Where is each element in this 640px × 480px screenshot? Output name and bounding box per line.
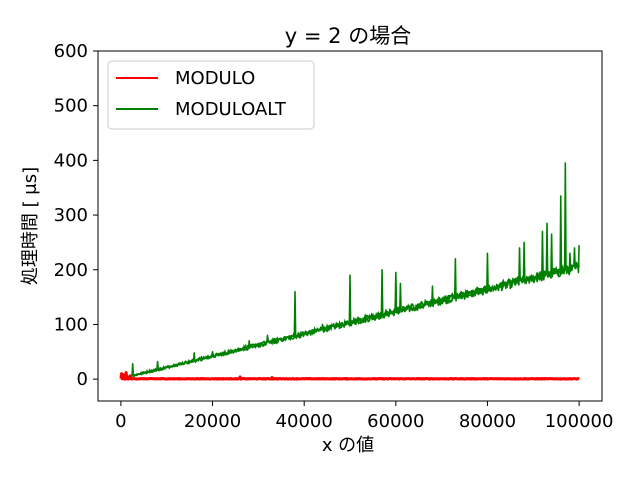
legend: MODULO MODULOALT — [107, 60, 315, 130]
y-tick-label: 600 — [54, 41, 88, 62]
y-tick-label: 0 — [77, 369, 88, 390]
series-band-moduloalt — [120, 260, 580, 380]
legend-label-moduloalt: MODULOALT — [175, 99, 287, 120]
x-axis-label: x の値 — [322, 435, 374, 456]
series-layer — [119, 162, 580, 381]
x-tick-label: 80000 — [459, 411, 516, 432]
legend-label-modulo: MODULO — [175, 68, 255, 89]
plot-area — [97, 50, 603, 402]
legend-box — [107, 60, 315, 130]
series-line-modulo — [119, 371, 580, 381]
y-tick-label: 300 — [54, 205, 88, 226]
y-tick-label: 500 — [54, 96, 88, 117]
chart-title: y = 2 の場合 — [285, 24, 411, 48]
y-tick-label: 400 — [54, 150, 88, 171]
y-axis-label: 処理時間 [ μs] — [20, 167, 41, 285]
x-tick-label: 60000 — [367, 411, 424, 432]
plot-frame — [97, 50, 603, 402]
x-axis: 0 20000 40000 60000 80000 100000 — [115, 401, 613, 432]
y-axis: 0 100 200 300 400 500 600 — [54, 41, 98, 390]
y-tick-label: 100 — [54, 314, 88, 335]
x-tick-label: 100000 — [545, 411, 614, 432]
x-tick-label: 0 — [115, 411, 126, 432]
x-tick-label: 40000 — [276, 411, 333, 432]
y-tick-label: 200 — [54, 260, 88, 281]
x-tick-label: 20000 — [184, 411, 241, 432]
